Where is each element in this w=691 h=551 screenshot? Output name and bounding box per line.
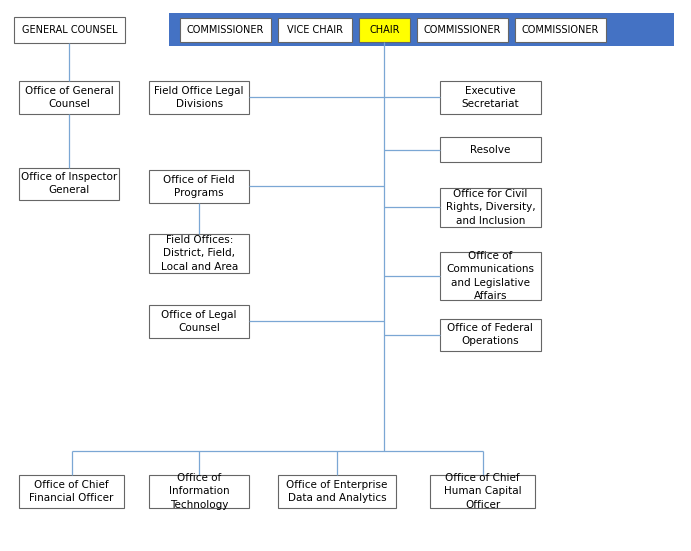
Text: VICE CHAIR: VICE CHAIR xyxy=(287,25,343,35)
Text: Office of General
Counsel: Office of General Counsel xyxy=(25,86,113,109)
FancyBboxPatch shape xyxy=(417,19,508,42)
FancyBboxPatch shape xyxy=(278,19,352,42)
Text: Office of Chief
Human Capital
Officer: Office of Chief Human Capital Officer xyxy=(444,473,522,510)
Text: COMMISSIONER: COMMISSIONER xyxy=(522,25,599,35)
FancyBboxPatch shape xyxy=(515,19,606,42)
FancyBboxPatch shape xyxy=(440,252,540,300)
FancyBboxPatch shape xyxy=(440,81,540,114)
Text: Office of
Information
Technology: Office of Information Technology xyxy=(169,473,229,510)
Text: CHAIR: CHAIR xyxy=(369,25,399,35)
Text: Office for Civil
Rights, Diversity,
and Inclusion: Office for Civil Rights, Diversity, and … xyxy=(446,189,536,226)
Text: COMMISSIONER: COMMISSIONER xyxy=(187,25,264,35)
FancyBboxPatch shape xyxy=(149,234,249,273)
FancyBboxPatch shape xyxy=(180,19,271,42)
Text: Office of Inspector
General: Office of Inspector General xyxy=(21,172,117,195)
FancyBboxPatch shape xyxy=(149,305,249,338)
FancyBboxPatch shape xyxy=(440,318,540,351)
Text: Office of Chief
Financial Officer: Office of Chief Financial Officer xyxy=(30,480,114,503)
Text: Field Office Legal
Divisions: Field Office Legal Divisions xyxy=(155,86,244,109)
FancyBboxPatch shape xyxy=(14,18,126,44)
Text: Office of Field
Programs: Office of Field Programs xyxy=(163,175,235,198)
FancyBboxPatch shape xyxy=(19,168,120,200)
Text: Resolve: Resolve xyxy=(471,145,511,155)
FancyBboxPatch shape xyxy=(440,137,540,162)
FancyBboxPatch shape xyxy=(359,19,410,42)
FancyBboxPatch shape xyxy=(149,476,249,507)
FancyBboxPatch shape xyxy=(169,13,674,46)
FancyBboxPatch shape xyxy=(430,476,535,507)
FancyBboxPatch shape xyxy=(278,476,397,507)
Text: Office of Federal
Operations: Office of Federal Operations xyxy=(448,323,533,347)
Text: GENERAL COUNSEL: GENERAL COUNSEL xyxy=(22,25,117,35)
FancyBboxPatch shape xyxy=(149,81,249,114)
Text: Field Offices:
District, Field,
Local and Area: Field Offices: District, Field, Local an… xyxy=(160,235,238,272)
FancyBboxPatch shape xyxy=(149,170,249,203)
Text: Executive
Secretariat: Executive Secretariat xyxy=(462,86,519,109)
FancyBboxPatch shape xyxy=(19,476,124,507)
Text: Office of Enterprise
Data and Analytics: Office of Enterprise Data and Analytics xyxy=(286,480,388,503)
Text: Office of
Communications
and Legislative
Affairs: Office of Communications and Legislative… xyxy=(446,251,534,301)
FancyBboxPatch shape xyxy=(19,81,120,114)
FancyBboxPatch shape xyxy=(440,188,540,227)
Text: Office of Legal
Counsel: Office of Legal Counsel xyxy=(162,310,237,333)
Text: COMMISSIONER: COMMISSIONER xyxy=(424,25,501,35)
